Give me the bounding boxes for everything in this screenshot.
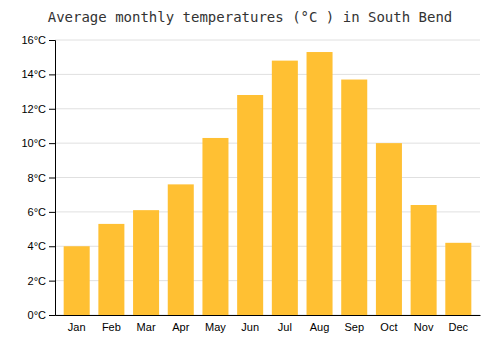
grid-line — [55, 143, 480, 144]
x-tick: May — [205, 321, 226, 333]
y-tick: 12°C — [21, 103, 55, 115]
bar — [202, 138, 228, 315]
y-tick: 16°C — [21, 34, 55, 46]
x-tick: Sep — [344, 321, 364, 333]
y-tick: 0°C — [28, 309, 55, 321]
bar — [341, 80, 367, 315]
bar — [237, 95, 263, 315]
y-tick: 10°C — [21, 137, 55, 149]
y-tick-mark — [49, 40, 55, 41]
plot: 0°C 2°C 4°C 6°C 8°C 10°C 12°C 14°C 16°C Jan Feb Mar… — [21, 34, 480, 333]
x-tick: Apr — [172, 321, 189, 333]
x-tick-label: Jul — [278, 321, 292, 333]
bar — [98, 224, 124, 315]
x-tick: Jan — [68, 321, 86, 333]
x-axis: Jan Feb Mar Apr May Jun Jul Aug Sep Oct Nov Dec — [56, 316, 481, 333]
grid-line — [55, 40, 480, 41]
y-tick-label: 16°C — [21, 34, 46, 46]
bar — [64, 246, 90, 315]
y-tick: 14°C — [21, 68, 55, 80]
x-tick-label: Mar — [137, 321, 156, 333]
x-tick: Nov — [414, 321, 434, 333]
y-tick-label: 12°C — [21, 103, 46, 115]
x-tick-label: May — [205, 321, 226, 333]
bars — [64, 52, 472, 315]
bar — [168, 184, 194, 315]
y-tick-label: 6°C — [28, 206, 47, 218]
x-tick: Jun — [241, 321, 259, 333]
x-tick-label: Feb — [102, 321, 121, 333]
x-tick-label: Oct — [380, 321, 397, 333]
y-tick-mark — [49, 109, 55, 110]
x-tick-label: Sep — [344, 321, 364, 333]
title: Average monthly temperatures (°C ) in So… — [48, 9, 453, 25]
y-tick-mark — [49, 143, 55, 144]
x-tick-label: Aug — [310, 321, 330, 333]
y-tick-mark — [49, 178, 55, 179]
y-tick-label: 2°C — [28, 275, 47, 287]
grid-line — [55, 108, 480, 109]
x-tick: Aug — [310, 321, 330, 333]
y-tick-label: 8°C — [28, 172, 47, 184]
y-axis-line — [49, 41, 56, 316]
grid — [55, 40, 480, 315]
y-tick-label: 14°C — [21, 68, 46, 80]
x-tick-label: Nov — [414, 321, 434, 333]
x-tick: Jul — [278, 321, 292, 333]
bar — [411, 205, 437, 315]
y-tick-mark — [49, 281, 55, 282]
x-tick: Mar — [137, 321, 156, 333]
bar — [445, 243, 471, 315]
y-tick-label: 0°C — [28, 309, 47, 321]
y-tick-mark — [49, 212, 55, 213]
bar — [307, 52, 333, 315]
grid-line — [55, 74, 480, 75]
y-tick-mark — [49, 246, 55, 247]
y-tick-mark — [49, 74, 55, 75]
bar — [272, 61, 298, 315]
y-tick-mark — [49, 315, 55, 316]
x-tick-label: Dec — [449, 321, 469, 333]
grid-line — [55, 177, 480, 178]
y-tick-label: 4°C — [28, 240, 47, 252]
chart: Average monthly temperatures (°C ) in So… — [0, 0, 500, 350]
bar — [376, 143, 402, 315]
y-tick: 4°C — [28, 240, 55, 252]
y-tick: 6°C — [28, 206, 55, 218]
x-tick: Feb — [102, 321, 121, 333]
y-axis: 0°C 2°C 4°C 6°C 8°C 10°C 12°C 14°C 16°C — [21, 34, 55, 321]
x-tick: Oct — [380, 321, 397, 333]
y-tick-label: 10°C — [21, 137, 46, 149]
x-tick-label: Apr — [172, 321, 189, 333]
x-tick: Dec — [449, 321, 469, 333]
y-tick: 2°C — [28, 275, 55, 287]
y-tick: 8°C — [28, 172, 55, 184]
x-axis-line — [56, 315, 481, 316]
bar — [133, 210, 159, 315]
x-tick-label: Jun — [241, 321, 259, 333]
x-tick-label: Jan — [68, 321, 86, 333]
